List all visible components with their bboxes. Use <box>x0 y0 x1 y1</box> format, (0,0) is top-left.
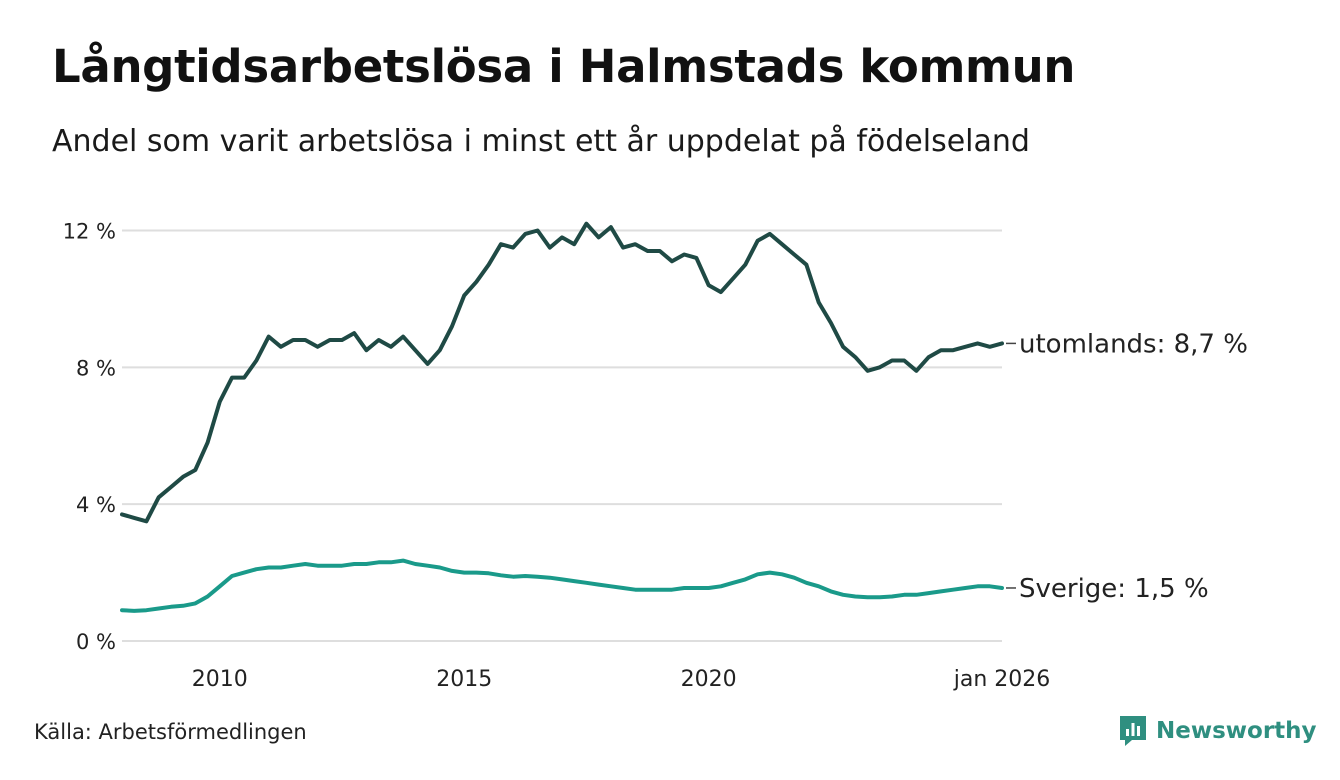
series-end-label: Sverige: 1,5 % <box>1019 574 1209 604</box>
chart-subtitle: Andel som varit arbetslösa i minst ett å… <box>52 124 1030 159</box>
y-tick-label: 0 % <box>76 630 116 654</box>
source-note: Källa: Arbetsförmedlingen <box>34 720 307 744</box>
logo-bar-3 <box>1137 726 1140 736</box>
series-line-utomlands <box>120 221 1004 524</box>
y-tick-label: 4 % <box>76 493 116 517</box>
label-layer: 0 % 4 % 8 % 12 % 2010 2015 2020 jan 2026 utomlan… <box>63 220 1248 692</box>
logo-bar-1 <box>1126 729 1129 736</box>
brand-name: Newsworthy <box>1156 718 1317 744</box>
series-line-sverige <box>120 558 1004 613</box>
x-tick-label: 2010 <box>192 667 248 692</box>
y-tick-label: 12 % <box>63 220 116 244</box>
chart-title: Långtidsarbetslösa i Halmstads kommun <box>52 40 1076 93</box>
newsworthy-logo-icon <box>1120 716 1146 746</box>
logo-bar-2 <box>1131 723 1135 736</box>
series-layer <box>120 221 1004 613</box>
grid-layer <box>122 229 1002 642</box>
x-tick-label: 2020 <box>681 667 737 692</box>
x-tick-label: 2015 <box>436 667 492 692</box>
y-tick-label: 8 % <box>76 356 116 380</box>
brand[interactable]: Newsworthy <box>1118 714 1317 748</box>
x-tick-label: jan 2026 <box>953 667 1051 692</box>
series-end-label: utomlands: 8,7 % <box>1019 329 1248 359</box>
